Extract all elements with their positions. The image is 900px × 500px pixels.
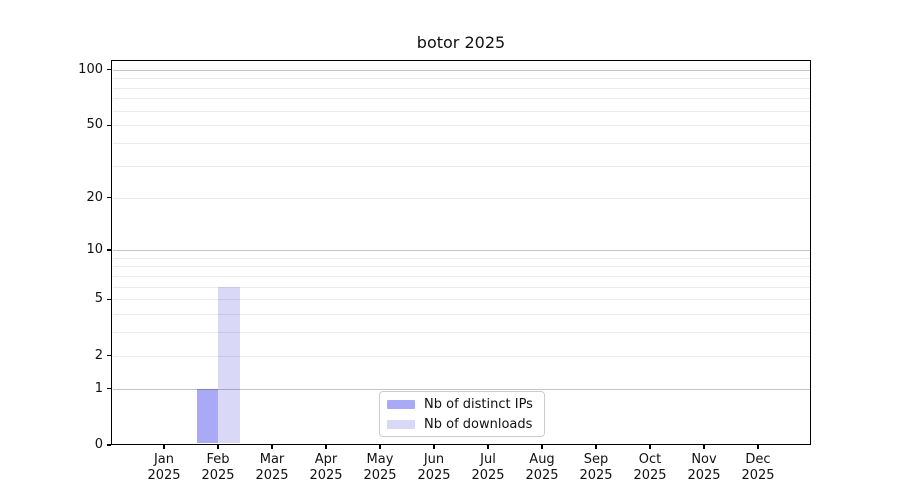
y-tick xyxy=(107,196,111,199)
gridline-minor xyxy=(112,257,810,259)
legend-swatch-downloads xyxy=(387,419,415,429)
legend-label-downloads: Nb of downloads xyxy=(424,416,533,432)
gridline-minor xyxy=(112,87,810,89)
y-tick xyxy=(107,124,111,126)
y-tick xyxy=(107,444,111,446)
gridline-minor xyxy=(112,299,810,301)
gridline-minor xyxy=(112,332,810,334)
bar-downloads xyxy=(218,286,240,444)
y-tick-label: 0 xyxy=(94,437,103,452)
gridline-major xyxy=(112,250,810,252)
x-tick-label: Sep 2025 xyxy=(579,452,613,483)
y-tick xyxy=(107,69,111,71)
x-tick xyxy=(487,445,489,449)
legend-item-downloads: Nb of downloads xyxy=(387,416,537,433)
legend-label-distinct-ips: Nb of distinct IPs xyxy=(424,396,533,412)
gridline-minor xyxy=(112,355,810,357)
gridline-major xyxy=(112,69,810,71)
gridline-minor xyxy=(112,98,810,100)
x-tick-label: Apr 2025 xyxy=(309,452,343,483)
x-tick-label: Jul 2025 xyxy=(471,452,505,483)
x-tick xyxy=(541,445,543,449)
x-tick-label: Jun 2025 xyxy=(417,452,451,483)
gridline-minor xyxy=(112,165,810,167)
x-tick-label: Dec 2025 xyxy=(741,452,775,483)
x-tick-label: Oct 2025 xyxy=(633,452,667,483)
x-tick xyxy=(433,445,435,449)
x-tick-label: May 2025 xyxy=(363,452,397,483)
legend-item-distinct-ips: Nb of distinct IPs xyxy=(387,396,537,413)
x-tick xyxy=(217,445,219,449)
y-tick xyxy=(107,298,111,300)
y-tick-label: 20 xyxy=(86,189,103,205)
gridline-minor xyxy=(112,125,810,127)
x-tick-label: Aug 2025 xyxy=(525,452,559,483)
x-tick xyxy=(703,445,705,449)
chart-title: botor 2025 xyxy=(416,33,506,52)
gridline-minor xyxy=(112,78,810,80)
x-tick xyxy=(595,445,597,449)
y-tick-label: 1 xyxy=(94,380,103,396)
x-tick xyxy=(757,445,759,449)
y-tick-label: 100 xyxy=(78,61,103,77)
y-tick-label: 50 xyxy=(86,117,103,133)
gridline-minor xyxy=(112,286,810,288)
gridline-major xyxy=(112,388,810,390)
x-tick-label: Nov 2025 xyxy=(687,452,721,483)
gridline-minor xyxy=(112,266,810,268)
x-tick-label: Mar 2025 xyxy=(255,452,289,483)
x-tick xyxy=(649,445,651,449)
x-tick-label: Feb 2025 xyxy=(201,452,235,483)
y-tick xyxy=(107,249,111,251)
legend: Nb of distinct IPs Nb of downloads xyxy=(379,391,545,437)
x-tick-label: Jan 2025 xyxy=(147,452,181,483)
y-tick-label: 5 xyxy=(94,291,103,307)
gridline-minor xyxy=(112,275,810,277)
x-tick xyxy=(163,445,165,449)
gridline-minor xyxy=(112,110,810,112)
x-tick xyxy=(325,445,327,449)
x-tick xyxy=(271,445,273,449)
legend-swatch-distinct-ips xyxy=(387,399,415,409)
bar-distinct-ips xyxy=(196,388,218,444)
y-tick-label: 10 xyxy=(86,242,103,258)
gridline-minor xyxy=(112,197,810,199)
gridline-minor xyxy=(112,143,810,145)
gridline-minor xyxy=(112,314,810,316)
y-tick xyxy=(107,388,111,390)
y-tick-label: 2 xyxy=(94,347,103,363)
plot-area xyxy=(111,60,811,445)
y-tick xyxy=(107,355,111,357)
x-tick xyxy=(379,445,381,449)
